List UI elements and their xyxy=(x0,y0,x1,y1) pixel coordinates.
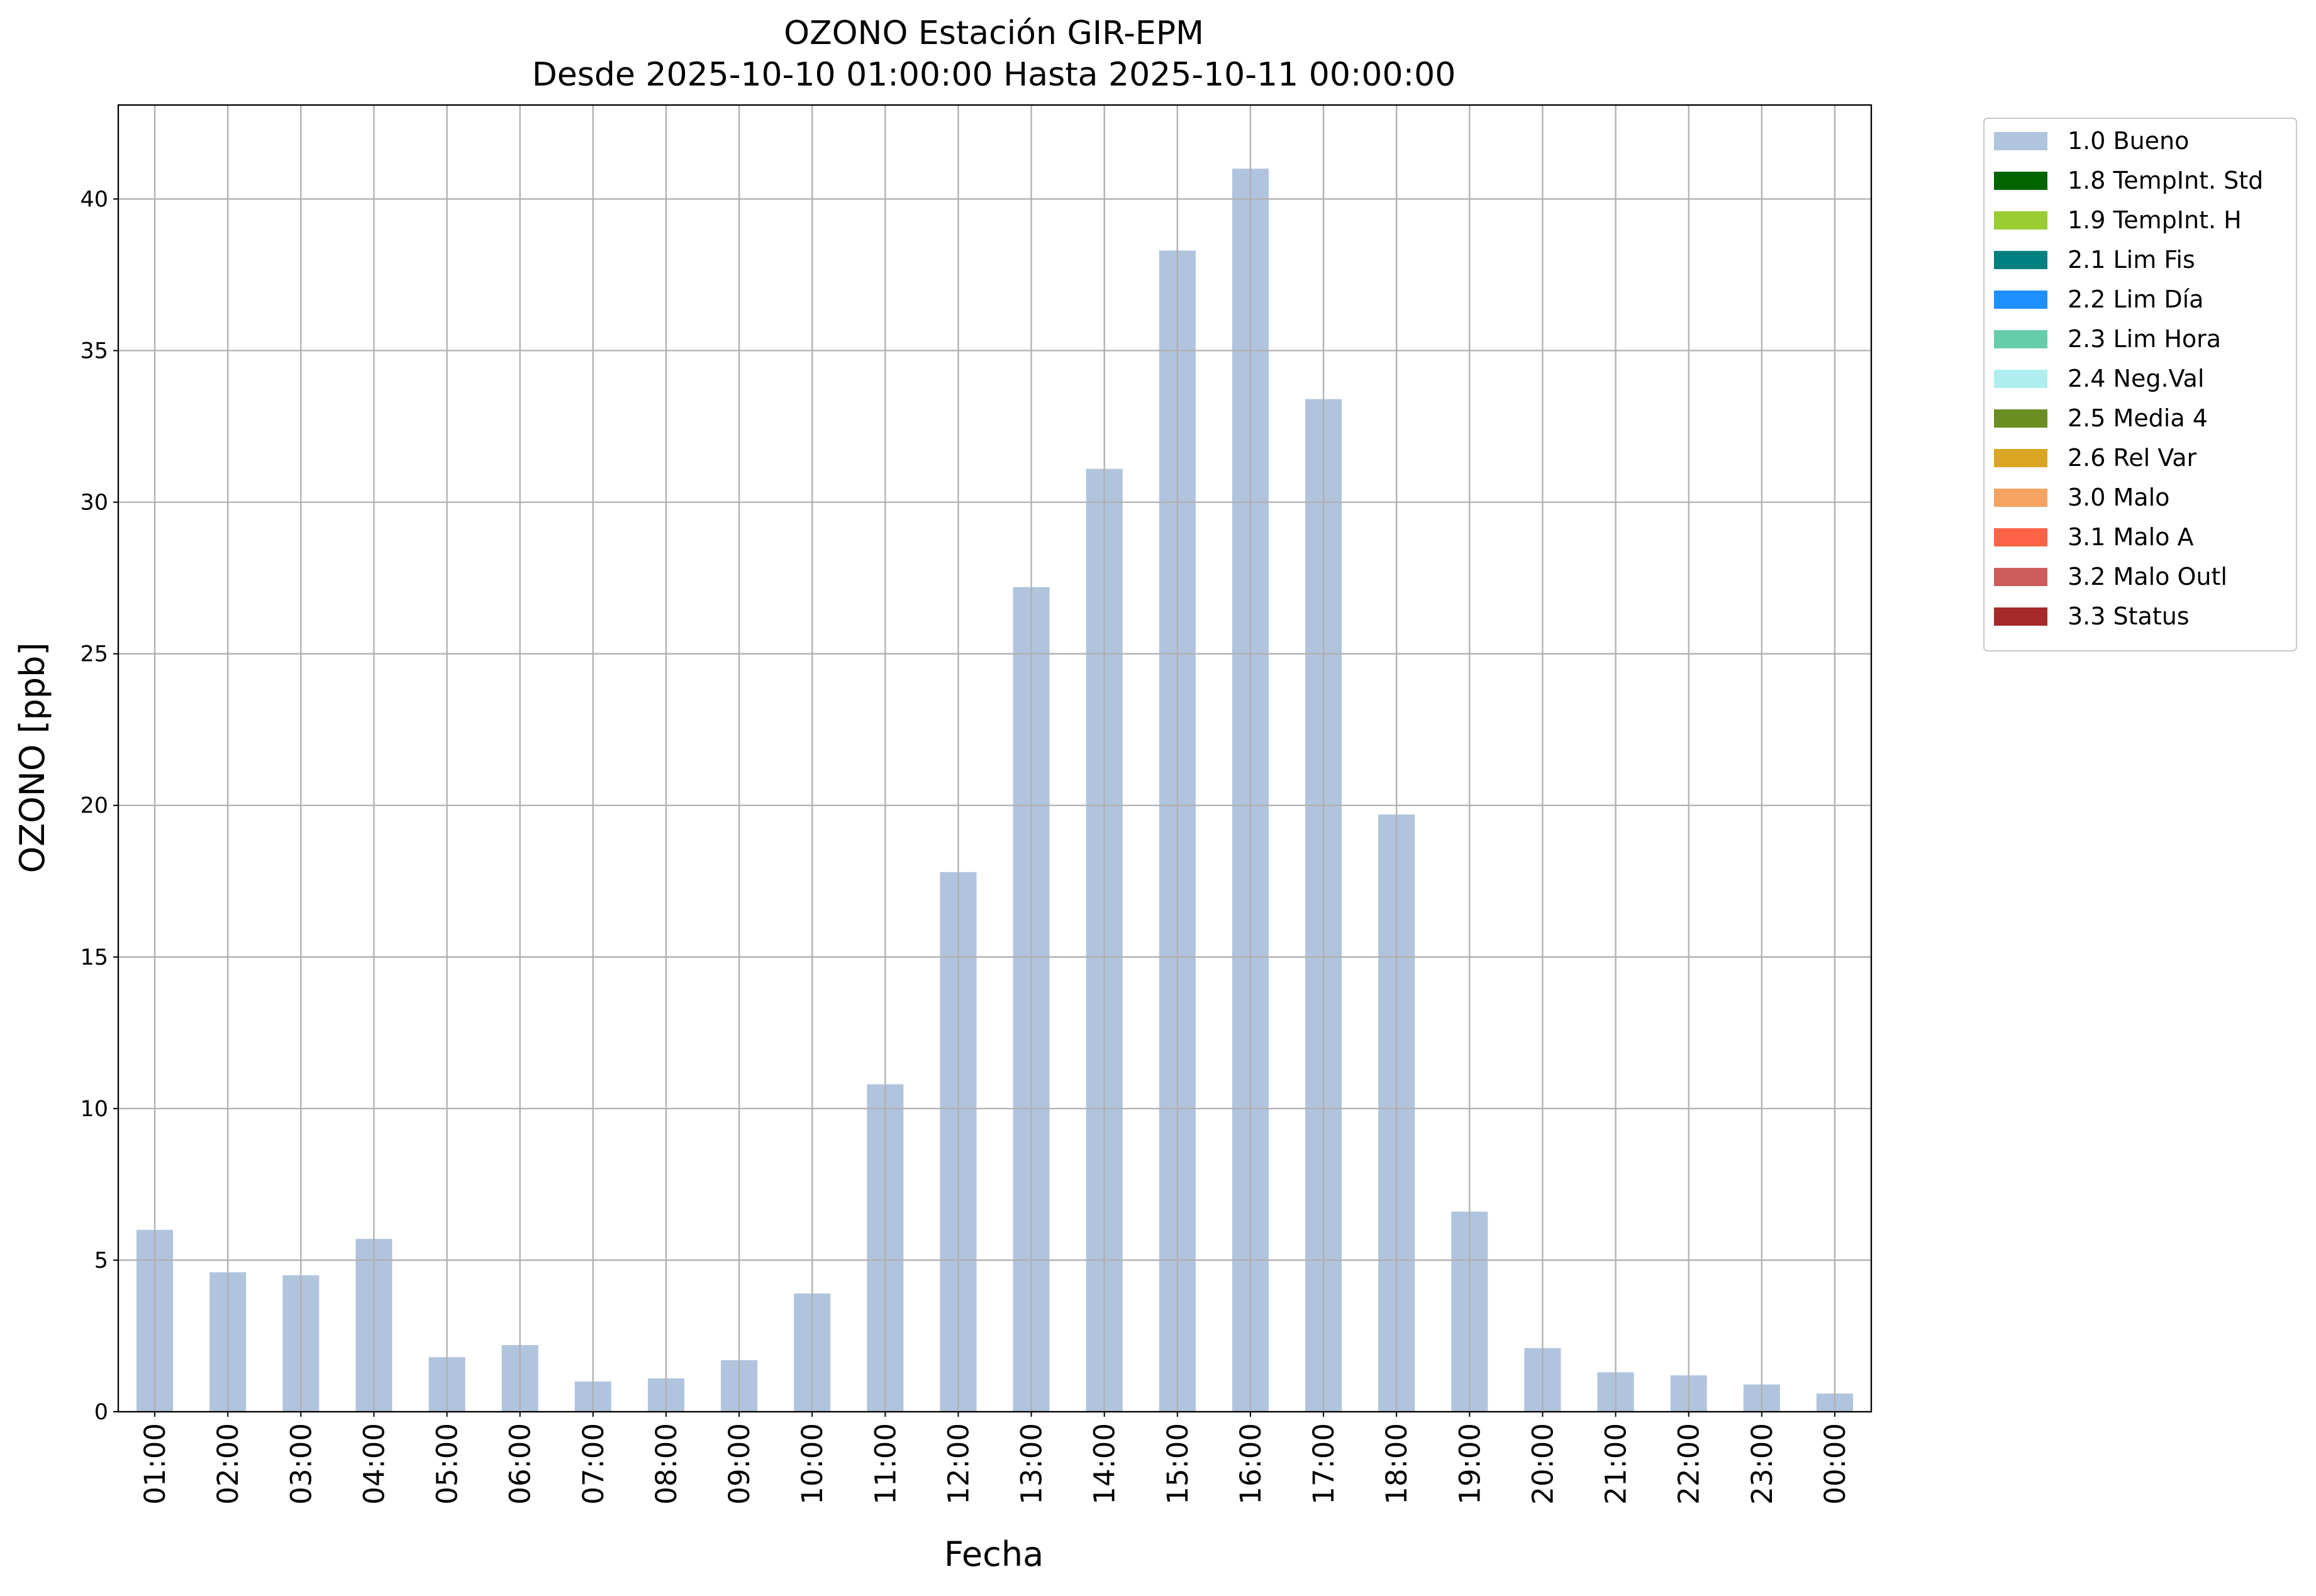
legend-label: 3.3 Status xyxy=(2068,602,2190,630)
chart-title: OZONO Estación GIR-EPM xyxy=(784,14,1204,52)
bars xyxy=(136,169,1853,1412)
legend-label: 3.2 Malo Outl xyxy=(2068,563,2227,590)
x-tick-label: 06:00 xyxy=(504,1423,537,1505)
y-tick-label: 35 xyxy=(80,339,108,364)
y-tick-label: 40 xyxy=(80,187,108,212)
x-tick-label: 07:00 xyxy=(577,1423,610,1505)
x-tick-label: 15:00 xyxy=(1161,1423,1194,1505)
x-tick-label: 13:00 xyxy=(1015,1423,1049,1505)
x-axis-label: Fecha xyxy=(944,1534,1044,1574)
x-tick-label: 20:00 xyxy=(1526,1423,1559,1505)
x-tick-label: 12:00 xyxy=(942,1423,975,1505)
legend-swatch xyxy=(1994,568,2047,586)
x-tick-label: 11:00 xyxy=(869,1423,902,1505)
legend-swatch xyxy=(1994,449,2047,467)
legend-swatch xyxy=(1994,211,2047,230)
legend-label: 2.4 Neg.Val xyxy=(2068,365,2204,392)
x-tick-label: 04:00 xyxy=(357,1423,391,1505)
legend-swatch xyxy=(1994,409,2047,428)
legend-swatch xyxy=(1994,528,2047,546)
x-tick-label: 14:00 xyxy=(1088,1423,1122,1505)
x-tick-label: 19:00 xyxy=(1453,1423,1486,1505)
x-tick-label: 03:00 xyxy=(284,1423,318,1505)
grid xyxy=(118,105,1871,1413)
legend-label: 3.1 Malo A xyxy=(2068,523,2193,551)
x-tick-label: 22:00 xyxy=(1673,1423,1706,1505)
legend-label: 2.1 Lim Fis xyxy=(2068,246,2195,274)
x-tick-label: 17:00 xyxy=(1307,1423,1340,1505)
legend-label: 3.0 Malo xyxy=(2068,484,2169,511)
legend-swatch xyxy=(1994,330,2047,348)
legend-swatch xyxy=(1994,607,2047,626)
legend-swatch xyxy=(1994,172,2047,190)
legend-swatch xyxy=(1994,291,2047,309)
legend-box xyxy=(1983,117,2298,652)
x-tick-label: 02:00 xyxy=(211,1423,245,1505)
x-tick-label: 08:00 xyxy=(650,1423,683,1505)
legend-label: 1.0 Bueno xyxy=(2068,127,2189,155)
x-tick-label: 18:00 xyxy=(1380,1423,1413,1505)
x-tick-label: 09:00 xyxy=(723,1423,756,1505)
legend-swatch xyxy=(1994,251,2047,269)
legend-swatch xyxy=(1994,489,2047,507)
y-tick-label: 15 xyxy=(80,945,108,970)
y-tick-label: 10 xyxy=(80,1097,108,1122)
legend-swatch xyxy=(1994,370,2047,388)
y-tick-label: 0 xyxy=(94,1400,108,1425)
plot-frame xyxy=(117,104,1873,1413)
x-tick-label: 05:00 xyxy=(431,1423,464,1505)
x-tick-label: 00:00 xyxy=(1818,1423,1852,1505)
y-tick-label: 30 xyxy=(80,490,108,516)
x-tick-label: 01:00 xyxy=(138,1423,172,1505)
y-tick-label: 20 xyxy=(80,794,108,819)
legend-label: 2.5 Media 4 xyxy=(2068,404,2208,432)
legend-label: 1.8 TempInt. Std xyxy=(2068,167,2263,194)
chart-subtitle: Desde 2025-10-10 01:00:00 Hasta 2025-10-… xyxy=(532,56,1456,94)
x-tick-label: 23:00 xyxy=(1745,1423,1779,1505)
legend-label: 2.2 Lim Día xyxy=(2068,285,2203,313)
y-tick-label: 25 xyxy=(80,642,108,667)
legend-label: 1.9 TempInt. H xyxy=(2068,206,2242,234)
x-tick-label: 10:00 xyxy=(796,1423,829,1505)
x-tick-label: 21:00 xyxy=(1600,1423,1633,1505)
y-tick-label: 5 xyxy=(94,1248,108,1273)
legend-swatch xyxy=(1994,132,2047,150)
legend-label: 2.6 Rel Var xyxy=(2068,444,2197,472)
x-tick-label: 16:00 xyxy=(1234,1423,1267,1505)
legend-label: 2.3 Lim Hora xyxy=(2068,325,2221,353)
y-axis-label: OZONO [ppb] xyxy=(13,642,52,873)
